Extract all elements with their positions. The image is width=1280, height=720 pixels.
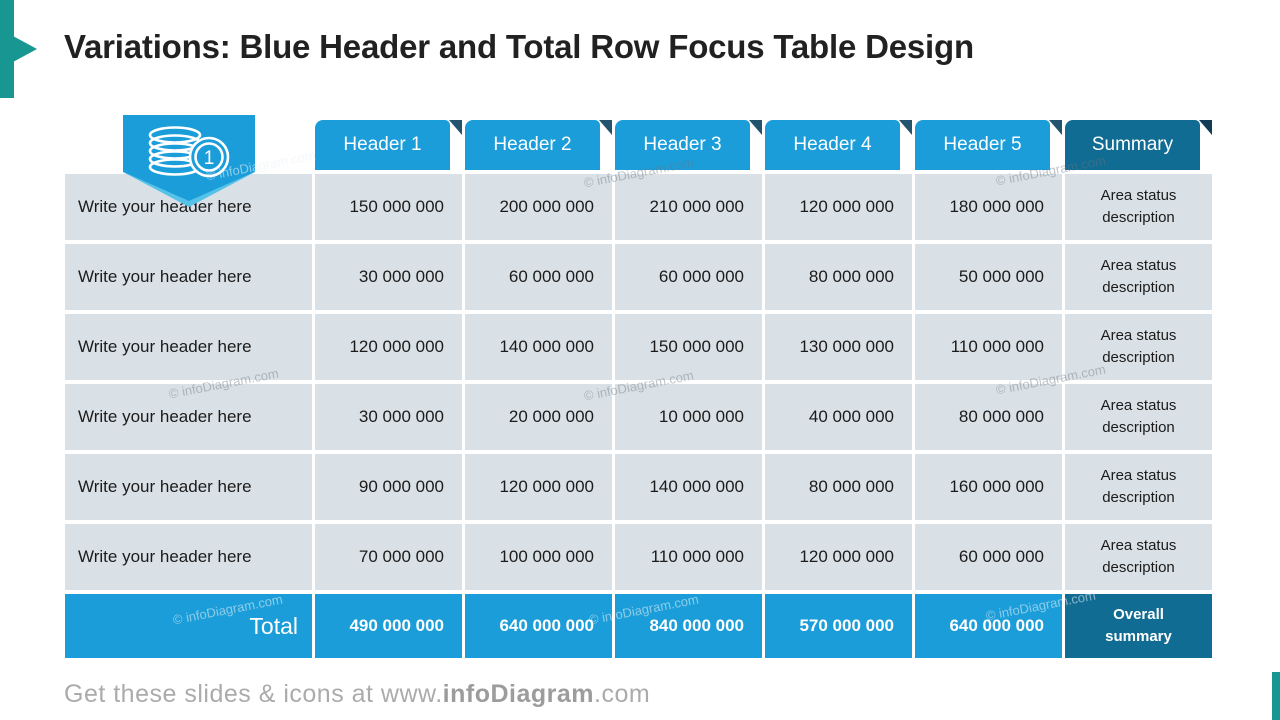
summary-cell: Area status description bbox=[1065, 244, 1212, 310]
data-cell: 70 000 000 bbox=[315, 524, 462, 590]
row-label-cell: Write your header here bbox=[65, 314, 312, 380]
data-cell: 50 000 000 bbox=[915, 244, 1062, 310]
folded-corner-icon bbox=[599, 120, 612, 135]
row-label-cell: Write your header here bbox=[65, 244, 312, 310]
total-value-cell: 640 000 000 bbox=[915, 594, 1062, 658]
bottom-right-accent-bar bbox=[1272, 672, 1280, 720]
total-value-cell: 840 000 000 bbox=[615, 594, 762, 658]
data-cell: 150 000 000 bbox=[615, 314, 762, 380]
footer-credit: Get these slides & icons at www.infoDiag… bbox=[64, 680, 650, 709]
data-cell: 60 000 000 bbox=[915, 524, 1062, 590]
svg-text:1: 1 bbox=[204, 148, 215, 169]
data-table: 1 Header 1 Header 2 Header 3 Header 4 He… bbox=[65, 115, 1212, 658]
folded-corner-icon bbox=[899, 120, 912, 135]
column-header-label: Header 4 bbox=[793, 134, 872, 155]
table-corner-cell: 1 bbox=[65, 115, 312, 207]
total-value-cell: 570 000 000 bbox=[765, 594, 912, 658]
row-label-cell: Write your header here bbox=[65, 384, 312, 450]
row-label-cell: Write your header here bbox=[65, 454, 312, 520]
left-accent-bar bbox=[0, 0, 14, 98]
left-accent-chevron-icon bbox=[13, 36, 37, 62]
column-header-tab: Header 5 bbox=[915, 120, 1062, 170]
data-cell: 140 000 000 bbox=[465, 314, 612, 380]
folded-corner-icon bbox=[1199, 120, 1212, 135]
coins-stack-icon: 1 bbox=[148, 126, 230, 178]
data-cell: 110 000 000 bbox=[615, 524, 762, 590]
data-cell: 10 000 000 bbox=[615, 384, 762, 450]
data-cell: 130 000 000 bbox=[765, 314, 912, 380]
summary-cell: Area status description bbox=[1065, 454, 1212, 520]
data-cell: 30 000 000 bbox=[315, 384, 462, 450]
column-header-tab: Header 4 bbox=[765, 120, 912, 170]
data-cell: 40 000 000 bbox=[765, 384, 912, 450]
folded-corner-icon bbox=[449, 120, 462, 135]
column-header-label: Header 5 bbox=[943, 134, 1022, 155]
column-header-tab: Header 2 bbox=[465, 120, 612, 170]
data-cell: 120 000 000 bbox=[315, 314, 462, 380]
column-header-tab: Header 1 bbox=[315, 120, 462, 170]
summary-cell: Area status description bbox=[1065, 174, 1212, 240]
data-cell: 80 000 000 bbox=[765, 454, 912, 520]
data-cell: 80 000 000 bbox=[915, 384, 1062, 450]
column-header-label: Header 2 bbox=[493, 134, 572, 155]
column-header-label: Summary bbox=[1091, 134, 1174, 155]
data-cell: 140 000 000 bbox=[615, 454, 762, 520]
data-cell: 30 000 000 bbox=[315, 244, 462, 310]
summary-cell: Area status description bbox=[1065, 524, 1212, 590]
data-cell: 90 000 000 bbox=[315, 454, 462, 520]
page-title: Variations: Blue Header and Total Row Fo… bbox=[64, 28, 974, 65]
overall-summary-cell: Overall summary bbox=[1065, 594, 1212, 658]
folded-corner-icon bbox=[749, 120, 762, 135]
data-cell: 110 000 000 bbox=[915, 314, 1062, 380]
data-cell: 120 000 000 bbox=[465, 454, 612, 520]
data-cell: 60 000 000 bbox=[465, 244, 612, 310]
column-header-label: Header 1 bbox=[343, 134, 422, 155]
data-cell: 120 000 000 bbox=[765, 174, 912, 240]
footer-suffix: .com bbox=[594, 680, 651, 708]
total-label-cell: Total bbox=[65, 594, 312, 658]
data-cell: 120 000 000 bbox=[765, 524, 912, 590]
data-cell: 100 000 000 bbox=[465, 524, 612, 590]
first-column-banner: 1 bbox=[123, 115, 255, 207]
total-value-cell: 490 000 000 bbox=[315, 594, 462, 658]
summary-cell: Area status description bbox=[1065, 384, 1212, 450]
summary-cell: Area status description bbox=[1065, 314, 1212, 380]
column-header-tab: Header 3 bbox=[615, 120, 762, 170]
total-value-cell: 640 000 000 bbox=[465, 594, 612, 658]
row-label-cell: Write your header here bbox=[65, 524, 312, 590]
data-cell: 150 000 000 bbox=[315, 174, 462, 240]
data-cell: 200 000 000 bbox=[465, 174, 612, 240]
folded-corner-icon bbox=[1049, 120, 1062, 135]
footer-text: Get these slides & icons at www. bbox=[64, 680, 443, 708]
data-cell: 80 000 000 bbox=[765, 244, 912, 310]
footer-brand: infoDiagram bbox=[442, 680, 595, 708]
data-cell: 210 000 000 bbox=[615, 174, 762, 240]
column-header-label: Header 3 bbox=[643, 134, 722, 155]
data-cell: 60 000 000 bbox=[615, 244, 762, 310]
data-cell: 160 000 000 bbox=[915, 454, 1062, 520]
data-cell: 20 000 000 bbox=[465, 384, 612, 450]
data-cell: 180 000 000 bbox=[915, 174, 1062, 240]
summary-header-tab: Summary bbox=[1065, 120, 1212, 170]
